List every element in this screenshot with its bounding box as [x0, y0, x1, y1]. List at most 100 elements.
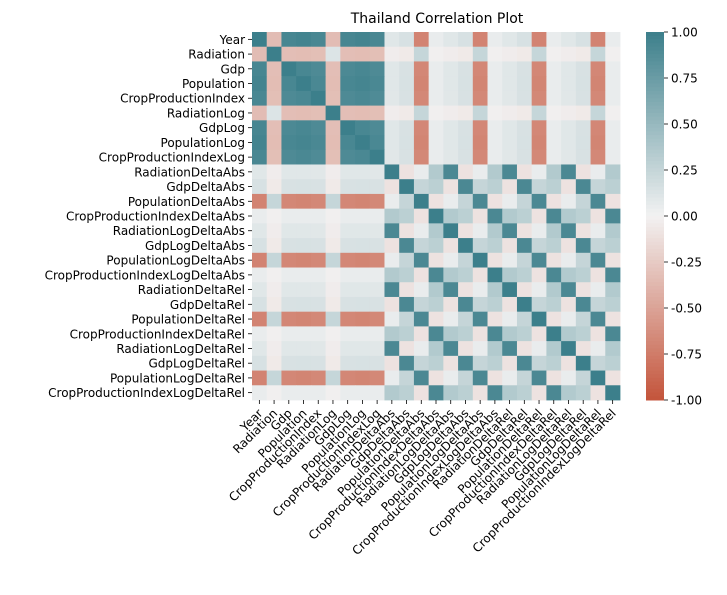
- heatmap-cell: [384, 311, 400, 327]
- heatmap-cell: [340, 120, 356, 136]
- heatmap-cell: [266, 164, 282, 180]
- colorbar-segment: [646, 227, 664, 232]
- heatmap-cell: [502, 179, 518, 195]
- heatmap-cell: [281, 296, 297, 313]
- heatmap-cell: [516, 267, 533, 283]
- heatmap-cell: [443, 193, 459, 210]
- heatmap-cell: [325, 149, 341, 165]
- heatmap-cell: [281, 193, 297, 210]
- colorbar-segment: [646, 296, 664, 302]
- colorbar-segment: [646, 370, 664, 375]
- heatmap-cell: [369, 252, 385, 268]
- heatmap-cell: [413, 105, 430, 121]
- heatmap-cell: [252, 341, 268, 357]
- heatmap-cell: [355, 164, 371, 180]
- y-tick-labels: YearRadiationGdpPopulationCropProduction…: [45, 33, 252, 400]
- heatmap-cell: [472, 76, 488, 92]
- heatmap-cell: [443, 370, 459, 386]
- heatmap-cell: [605, 32, 621, 48]
- heatmap-cell: [252, 370, 268, 386]
- heatmap-cell: [384, 135, 400, 151]
- heatmap-cell: [458, 105, 474, 121]
- heatmap-cell: [487, 282, 503, 298]
- heatmap-cell: [384, 355, 400, 371]
- heatmap-cell: [310, 238, 326, 254]
- heatmap-cell: [252, 179, 268, 195]
- colorbar-segment: [646, 186, 664, 191]
- colorbar-segment: [646, 68, 664, 73]
- heatmap-cell: [413, 208, 430, 224]
- y-tick-label: CropProductionIndexLogDeltaRel: [48, 386, 245, 400]
- heatmap-cell: [281, 90, 297, 106]
- x-tick-labels: YearRadiationGdpPopulationCropProduction…: [226, 400, 619, 558]
- heatmap-cell: [531, 32, 547, 48]
- colorbar-segment: [646, 238, 664, 243]
- heatmap-cell: [413, 193, 430, 210]
- heatmap-cell: [516, 46, 533, 62]
- heatmap-cell: [531, 326, 547, 342]
- heatmap-cell: [502, 282, 518, 298]
- heatmap-cell: [340, 326, 356, 342]
- heatmap-cell: [428, 135, 444, 151]
- colorbar-segment: [646, 65, 664, 70]
- heatmap-cell: [502, 149, 518, 165]
- heatmap-cell: [458, 135, 474, 151]
- heatmap-cell: [369, 32, 385, 48]
- heatmap-cell: [472, 223, 488, 239]
- heatmap-cell: [252, 355, 268, 371]
- heatmap-cell: [561, 46, 577, 62]
- heatmap-cell: [575, 252, 591, 268]
- heatmap-cell: [561, 105, 577, 121]
- heatmap-cell: [443, 61, 459, 77]
- colorbar-segment: [646, 285, 664, 291]
- heatmap-cell: [413, 238, 430, 254]
- heatmap-cell: [369, 296, 385, 313]
- heatmap-cell: [340, 282, 356, 298]
- heatmap-cell: [605, 370, 621, 386]
- colorbar-tick-label: -1.00: [671, 394, 702, 408]
- heatmap-cell: [575, 149, 591, 165]
- heatmap-cell: [487, 32, 503, 48]
- heatmap-cell: [266, 120, 282, 136]
- heatmap-cell: [575, 193, 591, 210]
- heatmap-cell: [590, 32, 606, 48]
- colorbar-segment: [646, 381, 664, 386]
- y-tick-label: Gdp: [220, 62, 245, 76]
- heatmap-cell: [561, 385, 577, 401]
- heatmap-cell: [296, 164, 312, 180]
- heatmap-cell: [325, 208, 341, 224]
- heatmap-cell: [516, 193, 533, 210]
- heatmap-cell: [355, 252, 371, 268]
- heatmap-cell: [605, 355, 621, 371]
- colorbar-segment: [646, 61, 664, 66]
- heatmap-cell: [355, 105, 371, 121]
- heatmap-cell: [458, 76, 474, 92]
- heatmap-cell: [325, 252, 341, 268]
- heatmap-cell: [531, 105, 547, 121]
- heatmap-cell: [458, 341, 474, 357]
- heatmap-cell: [399, 193, 415, 210]
- heatmap-cell: [310, 296, 326, 313]
- heatmap-cell: [266, 223, 282, 239]
- heatmap-cell: [252, 149, 268, 165]
- heatmap-cell: [458, 238, 474, 254]
- colorbar-segment: [646, 352, 664, 357]
- y-tick-label: GdpLog: [199, 121, 245, 135]
- heatmap-cell: [266, 179, 282, 195]
- heatmap-cell: [531, 370, 547, 386]
- heatmap-cell: [384, 120, 400, 136]
- heatmap-cell: [546, 208, 562, 224]
- colorbar-segment: [646, 54, 664, 59]
- heatmap-cell: [281, 149, 297, 165]
- colorbar-segment: [646, 385, 664, 390]
- heatmap-cell: [310, 311, 326, 327]
- heatmap-cell: [355, 208, 371, 224]
- heatmap-cell: [310, 61, 326, 77]
- heatmap-cell: [458, 223, 474, 239]
- heatmap-cell: [458, 208, 474, 224]
- heatmap-cell: [458, 385, 474, 401]
- heatmap-cell: [325, 267, 341, 283]
- heatmap-cell: [516, 282, 533, 298]
- heatmap-cell: [443, 149, 459, 165]
- y-tick-label: PopulationDeltaRel: [131, 313, 245, 327]
